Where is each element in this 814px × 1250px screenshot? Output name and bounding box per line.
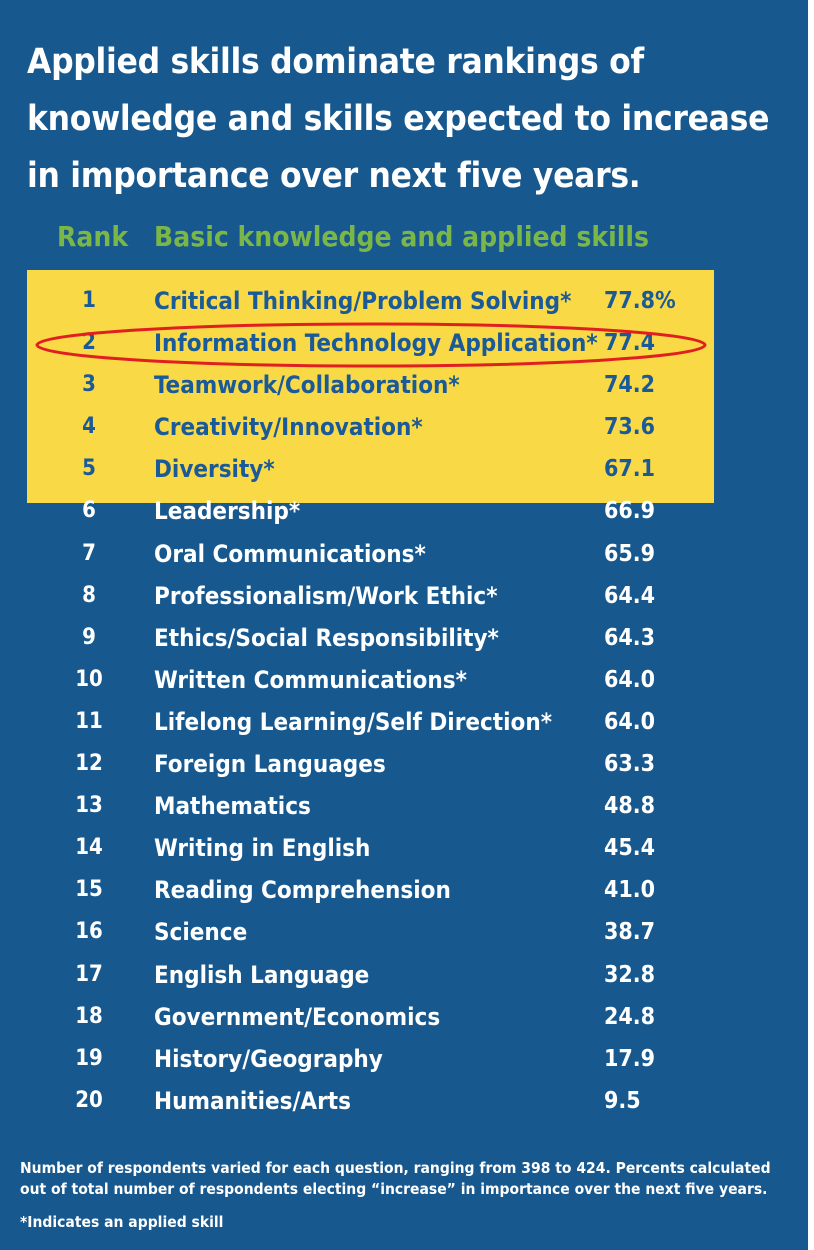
skill-cell: Writing in English [154,834,371,863]
table-row: 1 Critical Thinking/Problem Solving* 77.8% [0,280,814,322]
table-row: 8 Professionalism/Work Ethic* 64.4 [0,575,814,617]
percent-cell: 66.9 [604,498,656,525]
skill-cell: Ethics/Social Responsibility* [154,623,499,652]
skill-column-header: Basic knowledge and applied skills [154,220,649,253]
applied-skill-footnote: *Indicates an applied skill [20,1213,224,1231]
skill-cell: History/Geography [154,1044,383,1073]
skill-cell: Foreign Languages [154,750,386,779]
skill-cell: Humanities/Arts [154,1086,351,1115]
skill-cell: Professionalism/Work Ethic* [154,581,498,610]
rank-cell: 10 [75,666,103,692]
percent-cell: 64.0 [604,708,656,735]
skill-cell: Mathematics [154,792,311,821]
percent-cell: 77.4 [604,330,656,357]
table-row: 7 Oral Communications* 65.9 [0,533,814,575]
percent-cell: 48.8 [604,793,656,820]
skill-cell: Diversity* [154,455,275,484]
skill-cell: Science [154,918,248,947]
table-row: 15 Reading Comprehension 41.0 [0,869,814,911]
percent-cell: 17.9 [604,1045,656,1072]
rank-cell: 4 [82,414,96,440]
skill-cell: Reading Comprehension [154,876,451,905]
skill-cell: Leadership* [154,497,301,526]
percent-cell: 24.8 [604,1003,656,1030]
rank-cell: 11 [75,708,103,734]
rank-cell: 15 [75,877,103,903]
table-row: 12 Foreign Languages 63.3 [0,743,814,785]
table-row: 19 History/Geography 17.9 [0,1038,814,1080]
percent-cell: 65.9 [604,540,656,567]
rank-cell: 8 [82,582,96,608]
rank-cell: 3 [82,372,96,398]
table-row: 14 Writing in English 45.4 [0,827,814,869]
percent-cell: 67.1 [604,456,656,483]
rank-cell: 19 [75,1045,103,1071]
percent-cell: 38.7 [604,919,656,946]
table-row: 9 Ethics/Social Responsibility* 64.3 [0,617,814,659]
percent-cell: 64.0 [604,666,656,693]
rank-cell: 12 [75,751,103,777]
table-row: 17 English Language 32.8 [0,954,814,996]
skill-cell: Critical Thinking/Problem Solving* [154,287,572,315]
rank-cell: 9 [82,624,96,650]
right-border [808,0,814,1250]
table-row: 16 Science 38.7 [0,911,814,953]
table-row: 5 Diversity* 67.1 [0,448,814,490]
skill-cell: Lifelong Learning/Self Direction* [154,707,553,736]
rank-cell: 2 [82,330,96,356]
rank-cell: 7 [82,540,96,566]
percent-cell: 45.4 [604,835,656,862]
rank-cell: 5 [82,456,96,482]
percent-cell: 64.4 [604,582,656,609]
skill-cell: Government/Economics [154,1002,441,1031]
percent-cell: 9.5 [604,1087,641,1114]
skill-cell: Creativity/Innovation* [154,413,423,442]
skill-cell: English Language [154,960,370,989]
rank-cell: 6 [82,498,96,524]
table-row: 4 Creativity/Innovation* 73.6 [0,406,814,448]
percent-cell: 73.6 [604,414,656,441]
table-row: 2 Information Technology Application* 77.4 [0,322,814,364]
table-row: 10 Written Communications* 64.0 [0,659,814,701]
table-row: 11 Lifelong Learning/Self Direction* 64.0 [0,701,814,743]
table-row: 13 Mathematics 48.8 [0,785,814,827]
percent-cell: 64.3 [604,624,656,651]
percent-cell: 32.8 [604,961,656,988]
rank-cell: 18 [75,1003,103,1029]
rank-cell: 20 [75,1087,103,1113]
rank-cell: 14 [75,835,103,861]
rank-cell: 13 [75,793,103,819]
percent-cell: 74.2 [604,372,656,399]
table-row: 3 Teamwork/Collaboration* 74.2 [0,364,814,406]
rank-column-header: Rank [57,220,129,253]
rankings-table: 1 Critical Thinking/Problem Solving* 77.8%… [0,280,814,1122]
chart-title: Applied skills dominate rankings of know… [27,42,770,196]
table-row: 20 Humanities/Arts 9.5 [0,1080,814,1122]
percent-cell: 41.0 [604,877,656,904]
rank-cell: 17 [75,961,103,987]
percent-cell: 77.8% [604,288,676,314]
skill-cell: Teamwork/Collaboration* [154,371,460,400]
respondents-footnote: Number of respondents varied for each qu… [20,1159,771,1198]
rank-cell: 1 [82,288,96,313]
skill-cell: Written Communications* [154,665,467,694]
skill-cell: Information Technology Application* [154,329,598,358]
table-row: 6 Leadership* 66.9 [0,490,814,532]
table-row: 18 Government/Economics 24.8 [0,996,814,1038]
skill-cell: Oral Communications* [154,539,426,568]
top-five-highlight [27,270,714,503]
rank-cell: 16 [75,919,103,945]
percent-cell: 63.3 [604,751,656,778]
